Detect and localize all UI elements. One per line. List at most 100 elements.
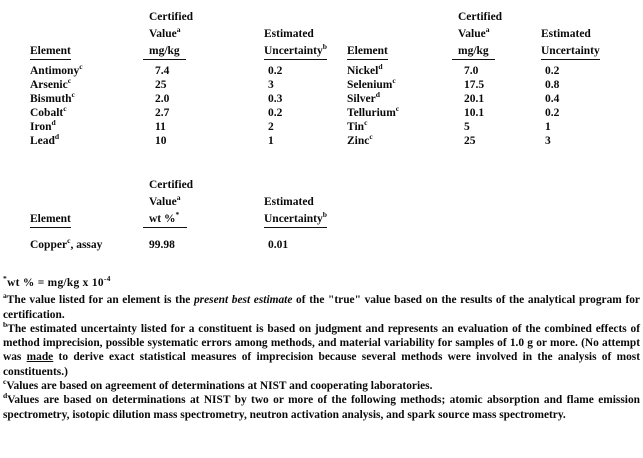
row-element-superscript: d	[375, 90, 380, 100]
header-estimated-superscript: b	[322, 42, 327, 52]
header-certified-line1: Certified	[458, 11, 503, 23]
assay-table-rows: Copperc, assay 99.98 0.01	[30, 236, 330, 254]
row-element-suffix: , assay	[70, 239, 103, 251]
table-row: Seleniumc 17.5 0.8	[347, 76, 637, 94]
row-estimated-uncertainty: 1	[545, 121, 551, 134]
row-certified-value: 25	[155, 79, 167, 92]
row-element-superscript: c	[369, 132, 373, 142]
footnote-d: dValues are based on determinations at N…	[3, 391, 640, 422]
footnote-c-text: Values are based on agreement of determi…	[6, 380, 433, 393]
table-row: Arsenicc 25 3	[30, 76, 330, 94]
table-row: Bismuthc 2.0 0.3	[30, 90, 330, 108]
table-row: Irond 11 2	[30, 118, 330, 136]
row-certified-value: 17.5	[464, 79, 485, 92]
row-element: Nickeld	[347, 62, 383, 77]
row-element-superscript: c	[395, 104, 400, 114]
header-certified-units: wt %*	[143, 211, 188, 228]
header-element: Element	[347, 45, 388, 60]
footnote-b-underlined: made	[26, 351, 54, 364]
footnote-b: bThe estimated uncertainty listed for a …	[3, 320, 640, 379]
left-table-header: Element Certified Valuea mg/kg Estimated…	[30, 8, 330, 60]
header-certified-line2: Valuea	[149, 193, 181, 208]
header-estimated-superscript: b	[322, 210, 327, 220]
assay-table-header: Element Certified Valuea wt %* Estimated…	[30, 176, 330, 228]
row-estimated-uncertainty: 0.2	[545, 65, 560, 77]
row-element-superscript: d	[54, 132, 60, 142]
row-certified-value: 7.0	[464, 65, 479, 77]
row-element: Leadd	[30, 132, 60, 148]
footnote-a-text-before: The value listed for an element is the	[6, 294, 194, 307]
table-row: Nickeld 7.0 0.2	[347, 62, 637, 80]
footnote-b-marker: b	[3, 320, 8, 330]
table-row: Copperc, assay 99.98 0.01	[30, 236, 330, 254]
table-row: Cobaltc 2.7 0.2	[30, 104, 330, 122]
header-certified-superscript: a	[176, 193, 181, 203]
row-estimated-uncertainty: 0.2	[545, 107, 560, 120]
row-certified-value: 11	[155, 121, 166, 134]
row-certified-value: 10	[155, 135, 167, 148]
table-row: Antimonyc 7.4 0.2	[30, 63, 330, 80]
row-certified-value: 5	[464, 121, 470, 134]
row-element: Seleniumc	[347, 76, 396, 92]
row-element: Tinc	[347, 118, 368, 134]
footnote-a-marker: a	[3, 291, 7, 301]
footnote-c: cValues are based on agreement of determ…	[3, 378, 640, 393]
header-certified-line1: Certified	[149, 11, 194, 23]
row-certified-value: 2.7	[155, 107, 170, 120]
left-table-rows: Antimonyc 7.4 0.2 Arsenicc 25 3 Bismuthc…	[30, 63, 330, 151]
row-element: Irond	[30, 118, 56, 134]
footnote-star-exponent: -4	[103, 274, 111, 284]
row-element-superscript: c	[67, 236, 71, 246]
header-estimated-line2: Uncertaintyb	[264, 43, 327, 60]
right-table-header: Element Certified Valuea mg/kg Estimated…	[347, 8, 637, 60]
footnote-d-marker: d	[3, 391, 8, 401]
header-estimated-line1: Estimated	[264, 196, 314, 208]
row-element-superscript: c	[71, 90, 75, 100]
header-certified-units-superscript: *	[175, 210, 180, 220]
row-certified-value: 7.4	[155, 65, 170, 77]
row-estimated-uncertainty: 3	[545, 135, 551, 148]
footnotes-block: *wt % = mg/kg x 10-4 aThe value listed f…	[3, 274, 640, 422]
row-estimated-uncertainty: 0.01	[268, 239, 289, 251]
footnote-star: *wt % = mg/kg x 10-4	[3, 274, 640, 290]
row-certified-value: 2.0	[155, 93, 170, 106]
footnote-star-marker: *	[3, 274, 8, 284]
row-element-superscript: c	[364, 118, 368, 128]
row-element-superscript: c	[67, 76, 72, 86]
header-certified-line2: Valuea	[149, 25, 181, 40]
row-element: Silverd	[347, 90, 380, 106]
footnote-a-text-after: of the "true" value based on the results…	[3, 294, 640, 321]
row-element: Copperc, assay	[30, 236, 103, 251]
table-row: Tinc 5 1	[347, 118, 637, 136]
row-estimated-uncertainty: 0.4	[545, 93, 560, 106]
table-row: Telluriumc 10.1 0.2	[347, 104, 637, 122]
row-element: Bismuthc	[30, 90, 75, 106]
table-row: Leadd 10 1	[30, 132, 330, 150]
row-element-superscript: c	[63, 104, 67, 114]
right-table-rows: Nickeld 7.0 0.2 Seleniumc 17.5 0.8 Silve…	[347, 62, 637, 151]
table-row: Zincc 25 3	[347, 132, 637, 150]
row-element: Arsenicc	[30, 76, 72, 92]
header-certified-units: mg/kg	[143, 45, 186, 60]
assay-table: Element Certified Valuea wt %* Estimated…	[30, 176, 330, 251]
row-element: Cobaltc	[30, 104, 67, 120]
row-estimated-uncertainty: 2	[268, 121, 274, 134]
header-certified-superscript: a	[176, 25, 181, 35]
left-element-table: Element Certified Valuea mg/kg Estimated…	[30, 8, 330, 147]
header-certified-line2: Valuea	[458, 25, 490, 40]
header-estimated-line2: Uncertainty	[541, 45, 600, 60]
row-certified-value: 10.1	[464, 107, 485, 120]
header-certified-units: mg/kg	[452, 45, 495, 60]
footnote-b-text-before: The estimated uncertainty listed for a c…	[3, 322, 640, 364]
right-element-table: Element Certified Valuea mg/kg Estimated…	[347, 8, 637, 147]
footnote-b-text-after: to derive exact statistical measures of …	[3, 351, 640, 378]
row-estimated-uncertainty: 0.3	[268, 93, 283, 106]
header-certified-line1: Certified	[149, 179, 194, 191]
row-certified-value: 25	[464, 135, 476, 148]
row-element: Zincc	[347, 132, 373, 148]
row-element: Telluriumc	[347, 104, 400, 120]
table-row: Silverd 20.1 0.4	[347, 90, 637, 108]
row-estimated-uncertainty: 3	[268, 79, 274, 92]
header-certified-superscript: a	[485, 25, 490, 35]
